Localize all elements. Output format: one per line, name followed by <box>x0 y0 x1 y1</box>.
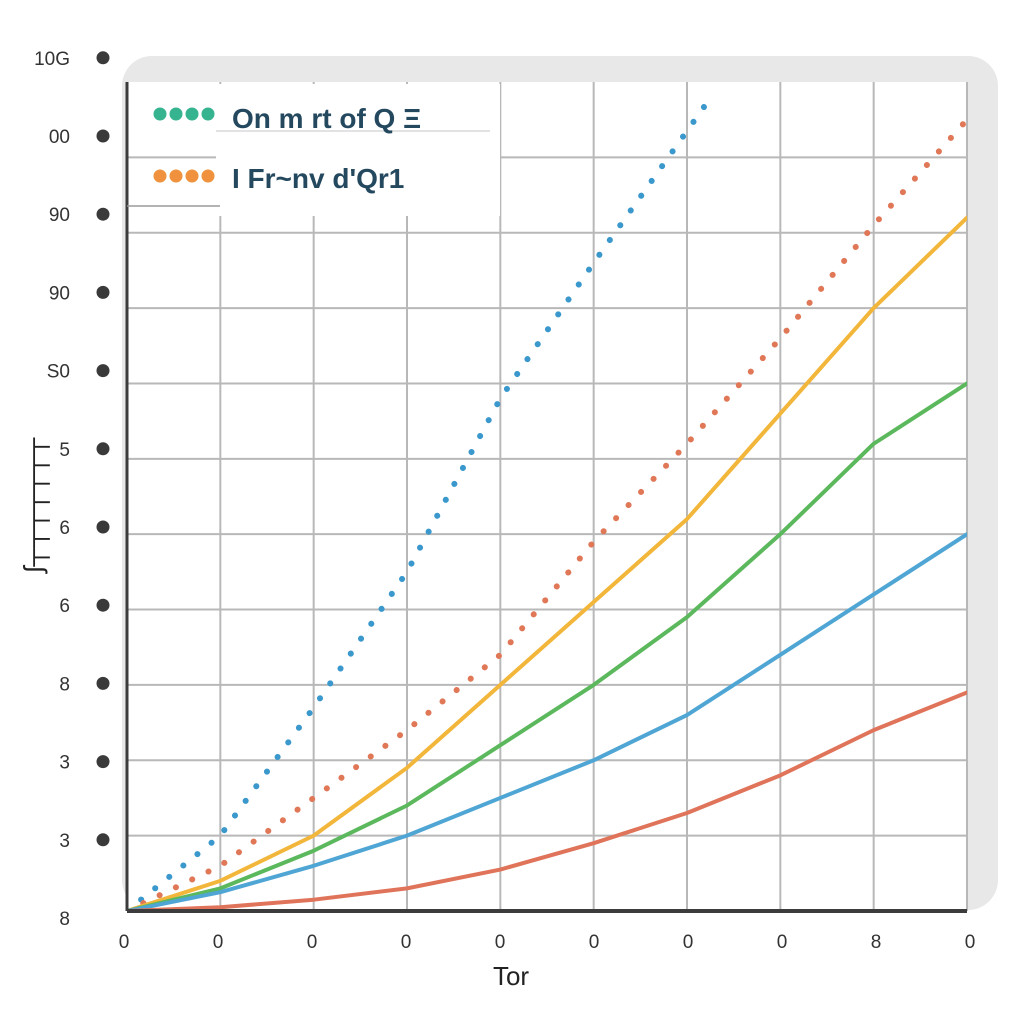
series-line-2 <box>127 116 967 911</box>
y-tick-label: 90 <box>49 283 70 304</box>
y-tick-dot <box>96 129 110 143</box>
y-tick-label: 10G <box>34 49 70 70</box>
legend-label-2: I Fr~nv d'Qr1 <box>232 163 404 194</box>
x-tick-label: 0 <box>777 932 788 953</box>
series-line-4 <box>127 381 967 911</box>
y-tick-label: S0 <box>47 362 70 383</box>
series-line-5 <box>127 532 967 911</box>
y-tick-dot <box>96 676 110 690</box>
legend-marker-dot <box>185 169 199 183</box>
y-tick-label: 00 <box>49 127 70 148</box>
series-line-6 <box>127 690 967 911</box>
y-tick-label: 6 <box>59 518 70 539</box>
legend-box <box>216 84 500 216</box>
y-tick-dot <box>96 755 110 769</box>
y-tick-dot <box>96 207 110 221</box>
legend-marker-dot <box>201 107 215 121</box>
y-tick-dot <box>96 442 110 456</box>
y-tick-dot <box>96 598 110 612</box>
y-tick-label: 3 <box>59 753 70 774</box>
x-tick-label: 0 <box>119 932 130 953</box>
legend-markers <box>153 107 215 183</box>
y-tick-label: 90 <box>49 205 70 226</box>
y-axis-title: ʃ┬┬┬┬┬┬┬ <box>18 437 50 574</box>
legend-marker-dot <box>185 107 199 121</box>
y-tick-dot <box>96 520 110 534</box>
y-tick-dot <box>96 364 110 378</box>
y-tick-label: 8 <box>59 909 70 930</box>
x-tick-label: 0 <box>213 932 224 953</box>
x-tick-label: 0 <box>589 932 600 953</box>
legend-marker-dot <box>169 169 183 183</box>
y-tick-label: 3 <box>59 831 70 852</box>
legend-marker-dot <box>153 169 167 183</box>
x-tick-label: 0 <box>495 932 506 953</box>
x-tick-label: 0 <box>683 932 694 953</box>
y-tick-label: 8 <box>59 674 70 695</box>
legend-label-1: On m rt of Q Ξ <box>232 103 421 134</box>
x-tick-label: 8 <box>871 932 882 953</box>
x-tick-label: 0 <box>965 932 976 953</box>
series-line-3 <box>127 215 967 911</box>
x-axis-ticks: 0 0 0 0 0 0 0 0 8 0 <box>119 932 976 953</box>
legend-marker-dot <box>201 169 215 183</box>
legend-marker-dot <box>169 107 183 121</box>
y-tick-label: 6 <box>59 596 70 617</box>
x-tick-label: 0 <box>401 932 412 953</box>
series-layer <box>127 101 967 911</box>
legend-marker-dot <box>153 107 167 121</box>
y-tick-dot <box>96 285 110 299</box>
x-tick-label: 0 <box>307 932 318 953</box>
y-axis-ticks: 8 3 3 8 6 6 5 S0 90 90 00 10G <box>34 49 110 930</box>
y-tick-dot <box>96 833 110 847</box>
y-tick-label: 5 <box>59 440 70 461</box>
y-tick-dot <box>96 51 110 65</box>
x-axis-title: Tor <box>493 961 529 991</box>
legend: On m rt of Q Ξ I Fr~nv d'Qr1 <box>127 84 500 216</box>
